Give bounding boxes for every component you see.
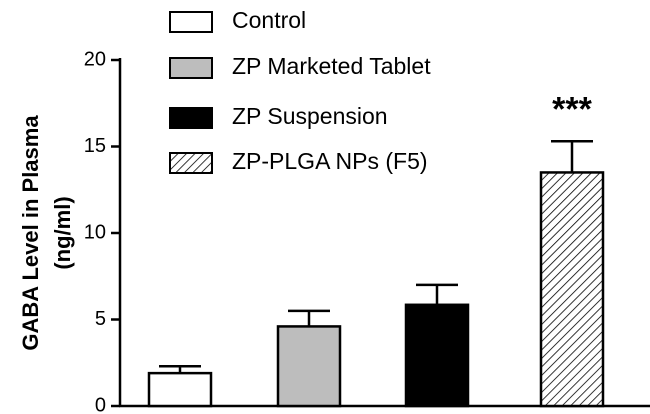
legend-swatch [169,57,213,79]
y-tick-label: 10 [84,221,106,243]
annotation: *** [552,90,592,128]
legend-label: Control [232,7,306,33]
bar [404,303,470,408]
legend-swatch [169,107,213,129]
legend-label: ZP Suspension [232,103,388,129]
legend-label: ZP Marketed Tablet [232,53,431,79]
bar [539,171,605,408]
y-tick-label: 5 [95,308,106,330]
legend-swatch [169,152,213,174]
legend-label: ZP-PLGA NPs (F5) [232,148,428,174]
y-tick-label: 20 [84,48,106,70]
y-axis-label: (ng/ml) [50,196,75,269]
y-tick-label: 15 [84,135,106,157]
bar [276,325,342,408]
y-tick-label: 0 [95,394,106,414]
y-axis-label: GABA Level in Plasma [18,115,43,351]
legend-swatch [169,11,213,33]
bar [147,371,213,408]
